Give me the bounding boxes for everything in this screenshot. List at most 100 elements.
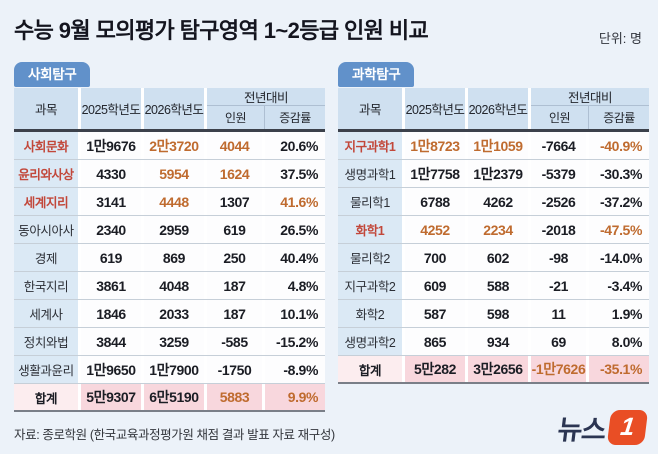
social-studies-table: 사회탐구 과목 2025학년도 2026학년도 전년대비 인원 증감률 사회문화… [14, 62, 325, 412]
subject-cell: 한국지리 [14, 272, 78, 299]
value-2025-cell: 1만9650 [81, 356, 141, 383]
diff-cell: 250 [207, 244, 262, 271]
header-2026: 2026학년도 [144, 88, 204, 129]
tab-social-studies: 사회탐구 [14, 62, 91, 87]
subject-cell: 윤리와사상 [14, 160, 78, 187]
rate-cell: 9.9% [265, 384, 325, 410]
table-row: 생활과윤리 1만9650 1만7900 -1750 -8.9% [14, 356, 325, 384]
subject-cell: 세계지리 [14, 188, 78, 215]
value-2026-cell: 1만7900 [144, 356, 204, 383]
value-2025-cell: 1만9676 [81, 132, 141, 159]
header-diff: 인원 [224, 111, 247, 125]
subject-cell: 물리학2 [338, 244, 402, 271]
diff-cell: 4044 [207, 132, 262, 159]
subject-cell: 동아시아사 [14, 216, 78, 243]
table-row: 사회문화 1만9676 2만3720 4044 20.6% [14, 132, 325, 160]
rate-cell: 8.0% [589, 328, 649, 355]
unit-label: 단위: 명 [598, 31, 642, 46]
rate-cell: 41.6% [265, 188, 325, 215]
value-2025-cell: 4252 [405, 216, 465, 243]
subject-cell: 정치와법 [14, 328, 78, 355]
subject-cell: 화학2 [338, 300, 402, 327]
news1-logo: 뉴스 1 [556, 408, 649, 447]
subject-cell: 생명과학2 [338, 328, 402, 355]
rate-cell: 26.5% [265, 216, 325, 243]
value-2026-cell: 3만2656 [468, 356, 528, 382]
diff-cell: 619 [207, 216, 262, 243]
total-row: 합계 5만9307 6만5190 5883 9.9% [14, 384, 325, 412]
diff-cell: -1750 [207, 356, 262, 383]
rate-cell: -8.9% [265, 356, 325, 383]
subject-cell: 지구과학2 [338, 272, 402, 299]
header-yoy-subrow: 인원 증감률 [531, 106, 649, 129]
value-2026-cell: 1만2379 [468, 160, 528, 187]
header-subject: 과목 [14, 88, 78, 129]
subject-cell: 경제 [14, 244, 78, 271]
diff-cell: -21 [531, 272, 586, 299]
table-body: 사회문화 1만9676 2만3720 4044 20.6% 윤리와사상 4330 5954 16… [14, 132, 325, 412]
rate-cell: 40.4% [265, 244, 325, 271]
table-row: 화학1 4252 2234 -2018 -47.5% [338, 216, 649, 244]
diff-cell: -98 [531, 244, 586, 271]
value-2025-cell: 865 [405, 328, 465, 355]
rate-cell: -3.4% [589, 272, 649, 299]
value-2025-cell: 1만7758 [405, 160, 465, 187]
value-2025-cell: 3141 [81, 188, 141, 215]
header-yoy-group: 전년대비 인원 증감률 [207, 88, 325, 129]
value-2025-cell: 2340 [81, 216, 141, 243]
table-row: 생명과학2 865 934 69 8.0% [338, 328, 649, 356]
diff-cell: -5379 [531, 160, 586, 187]
value-2026-cell: 2033 [144, 300, 204, 327]
diff-cell: 5883 [207, 384, 262, 410]
table-row: 경제 619 869 250 40.4% [14, 244, 325, 272]
news1-badge-icon: 1 [606, 410, 649, 445]
diff-cell: 11 [531, 300, 586, 327]
table-row: 화학2 587 598 11 1.9% [338, 300, 649, 328]
value-2026-cell: 869 [144, 244, 204, 271]
value-2026-cell: 3259 [144, 328, 204, 355]
header-subject: 과목 [338, 88, 402, 129]
value-2025-cell: 4330 [81, 160, 141, 187]
rate-cell: 10.1% [265, 300, 325, 327]
subject-cell: 지구과학1 [338, 132, 402, 159]
rate-cell: -40.9% [589, 132, 649, 159]
subject-cell: 물리학1 [338, 188, 402, 215]
page-title: 수능 9월 모의평가 탐구영역 1~2등급 인원 비교 [14, 18, 429, 43]
value-2026-cell: 598 [468, 300, 528, 327]
table-row: 지구과학1 1만8723 1만1059 -7664 -40.9% [338, 132, 649, 160]
value-2025-cell: 587 [405, 300, 465, 327]
rate-cell: 4.8% [265, 272, 325, 299]
diff-cell: 69 [531, 328, 586, 355]
value-2025-cell: 700 [405, 244, 465, 271]
rate-cell: 37.5% [265, 160, 325, 187]
value-2026-cell: 2234 [468, 216, 528, 243]
table-row: 세계사 1846 2033 187 10.1% [14, 300, 325, 328]
header-yoy: 전년대비 [207, 88, 325, 106]
subject-cell: 화학1 [338, 216, 402, 243]
value-2026-cell: 6만5190 [144, 384, 204, 410]
header-2025: 2025학년도 [81, 88, 141, 129]
subject-cell: 세계사 [14, 300, 78, 327]
diff-cell: 1307 [207, 188, 262, 215]
value-2026-cell: 2만3720 [144, 132, 204, 159]
tab-science: 과학탐구 [338, 62, 415, 87]
header-2025: 2025학년도 [405, 88, 465, 129]
diff-cell: -2018 [531, 216, 586, 243]
table-header: 과목 2025학년도 2026학년도 전년대비 인원 증감률 [14, 88, 325, 132]
value-2025-cell: 3844 [81, 328, 141, 355]
diff-cell: 187 [207, 272, 262, 299]
diff-cell: -7664 [531, 132, 586, 159]
value-2026-cell: 588 [468, 272, 528, 299]
value-2025-cell: 3861 [81, 272, 141, 299]
diff-cell: 187 [207, 300, 262, 327]
header-diff: 인원 [548, 111, 571, 125]
subject-cell: 생활과윤리 [14, 356, 78, 383]
rate-cell: -15.2% [265, 328, 325, 355]
table-header: 과목 2025학년도 2026학년도 전년대비 인원 증감률 [338, 88, 649, 132]
header-rate: 증감률 [264, 106, 325, 129]
rate-cell: -47.5% [589, 216, 649, 243]
value-2026-cell: 1만1059 [468, 132, 528, 159]
table-row: 한국지리 3861 4048 187 4.8% [14, 272, 325, 300]
subject-cell: 합계 [338, 356, 402, 382]
table-row: 정치와법 3844 3259 -585 -15.2% [14, 328, 325, 356]
